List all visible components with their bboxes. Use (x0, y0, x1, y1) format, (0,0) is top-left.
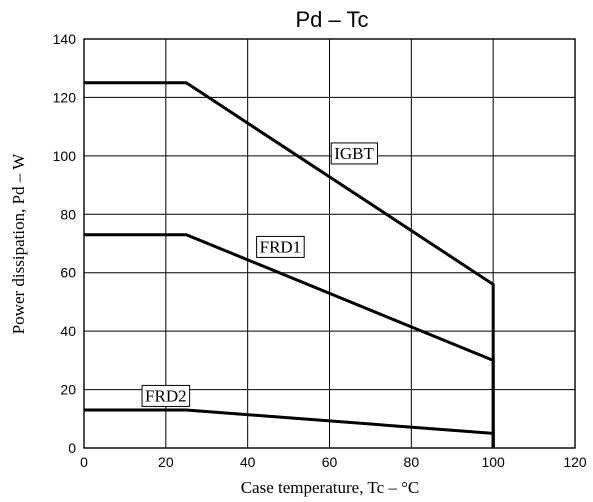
series-line-frd2 (84, 408, 495, 448)
x-tick-label: 40 (240, 454, 256, 470)
y-tick-label: 120 (53, 89, 77, 105)
x-tick-label: 0 (80, 454, 88, 470)
x-axis-label: Case temperature, Tc – °C (241, 478, 420, 497)
y-tick-label: 140 (53, 31, 77, 47)
series-label-box (330, 142, 378, 165)
series-label-igbt: IGBT (330, 142, 378, 165)
y-axis-label: Power dissipation, Pd – W (9, 153, 28, 335)
y-tick-label: 40 (60, 323, 76, 339)
series-label-frd2: FRD2 (141, 384, 191, 407)
chart-title: Pd – Tc (296, 7, 369, 32)
x-tick-label: 20 (158, 454, 174, 470)
series-label-text: FRD2 (145, 386, 187, 405)
y-tick-label: 0 (68, 440, 76, 456)
series-label-box (141, 384, 191, 407)
y-tick-label: 80 (60, 206, 76, 222)
plot-frame (83, 38, 576, 449)
series-label-box (256, 235, 305, 258)
x-tick-label: 60 (322, 454, 338, 470)
x-tick-label: 120 (563, 454, 587, 470)
series-label-text: FRD1 (260, 237, 302, 256)
series-annotations: IGBT FRD1 FRD2 (141, 142, 378, 407)
y-tick-label: 100 (53, 148, 77, 164)
x-tick-label: 80 (404, 454, 420, 470)
series-line-frd1 (84, 233, 495, 448)
series-group (84, 81, 495, 448)
y-tick-label: 20 (60, 382, 76, 398)
series-label-frd1: FRD1 (256, 235, 305, 258)
tick-labels: 0 20 40 60 80 100 120 0 20 40 60 80 100 120 140 (53, 31, 587, 470)
series-label-text: IGBT (334, 144, 374, 163)
y-tick-label: 60 (60, 265, 76, 281)
x-tick-label: 100 (481, 454, 505, 470)
